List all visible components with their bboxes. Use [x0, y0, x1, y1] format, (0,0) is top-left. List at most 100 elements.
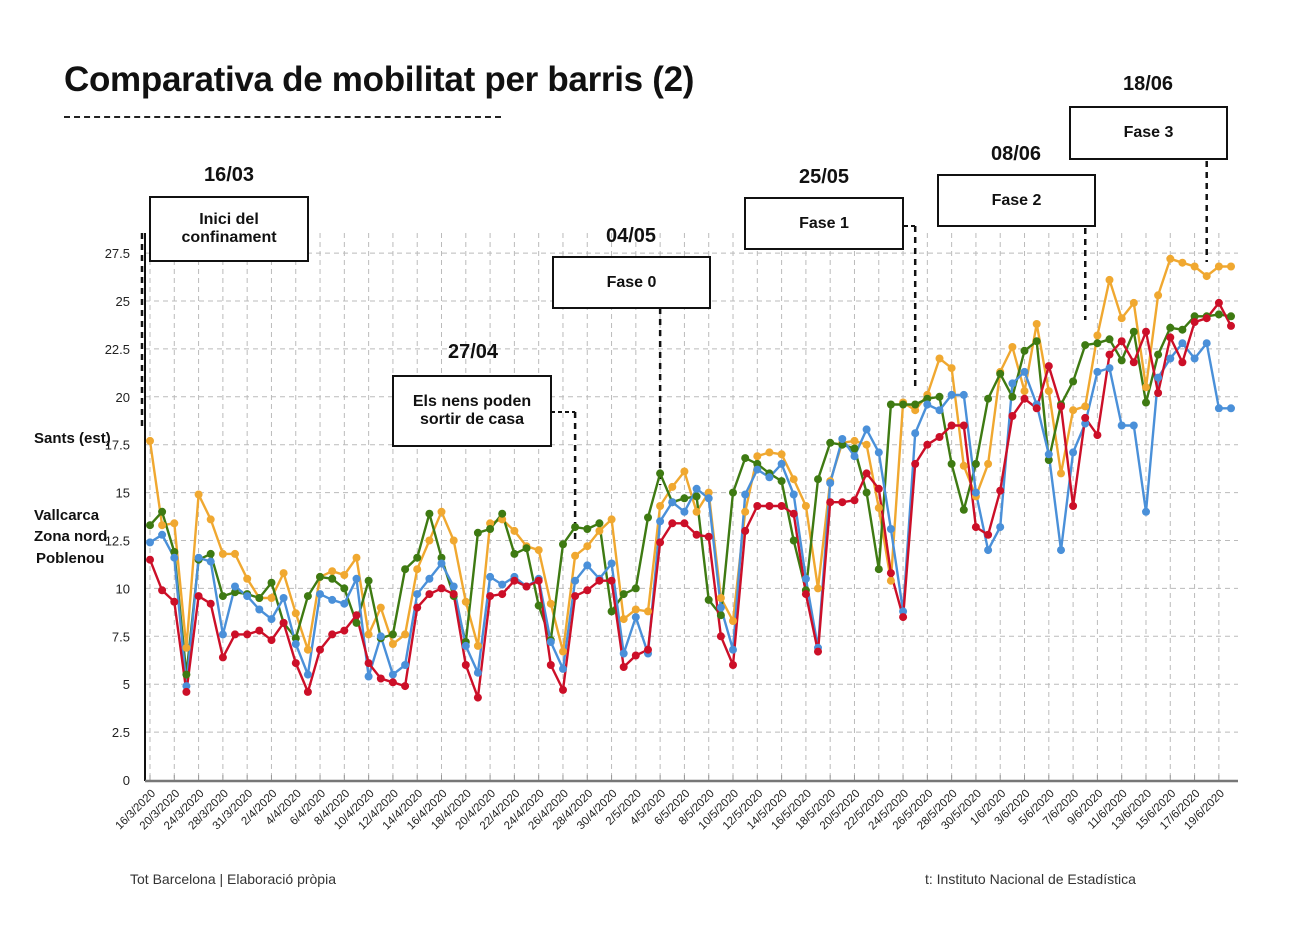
data-point — [874, 484, 883, 493]
data-point — [546, 638, 555, 646]
data-point — [826, 498, 835, 507]
data-point — [1093, 339, 1102, 348]
data-point — [801, 590, 810, 599]
data-point — [486, 519, 495, 528]
data-point — [583, 586, 592, 595]
data-point — [1214, 404, 1223, 413]
data-point — [692, 530, 701, 539]
y-tick-label: 10 — [116, 581, 130, 596]
data-point — [243, 574, 252, 583]
data-point — [801, 574, 810, 583]
data-point — [170, 519, 179, 528]
data-point — [753, 502, 762, 510]
data-point — [461, 661, 470, 669]
data-point — [777, 502, 786, 510]
data-point — [1214, 298, 1223, 307]
data-point — [425, 590, 434, 599]
data-point — [741, 526, 750, 535]
data-point — [935, 392, 944, 401]
data-point — [911, 429, 920, 438]
data-point — [437, 559, 446, 568]
data-point — [741, 454, 750, 463]
data-point — [777, 459, 786, 468]
source-text: t: Instituto Nacional de Estadística — [925, 871, 1136, 887]
data-point — [777, 477, 786, 486]
data-point — [182, 687, 191, 696]
data-point — [716, 632, 725, 641]
data-point — [1105, 335, 1114, 344]
data-point — [996, 523, 1005, 532]
data-point — [146, 521, 154, 530]
data-point — [862, 440, 871, 449]
data-point — [376, 603, 385, 612]
data-point — [1044, 450, 1053, 459]
data-point — [971, 459, 980, 468]
data-point — [449, 590, 458, 599]
data-point — [607, 607, 616, 616]
data-point — [401, 661, 410, 669]
data-point — [218, 630, 227, 639]
data-point — [1178, 339, 1187, 348]
data-point — [388, 630, 397, 639]
data-point — [1202, 314, 1211, 323]
data-point — [510, 526, 519, 535]
data-point — [352, 574, 361, 583]
data-point — [267, 615, 276, 624]
data-point — [1190, 354, 1199, 363]
data-point — [546, 661, 555, 669]
data-point — [158, 507, 167, 516]
data-point — [1166, 323, 1175, 332]
data-point — [814, 475, 822, 484]
data-point — [789, 490, 798, 499]
data-point — [231, 588, 239, 597]
data-point — [1227, 262, 1235, 271]
data-point — [486, 525, 495, 533]
data-point — [1129, 327, 1138, 336]
data-point — [729, 661, 737, 669]
data-point — [1105, 350, 1114, 359]
data-point — [899, 400, 908, 409]
data-point — [461, 641, 470, 650]
data-point — [1129, 421, 1138, 430]
data-point — [559, 647, 567, 656]
data-point — [692, 507, 701, 516]
data-point — [947, 364, 956, 373]
data-point — [473, 668, 482, 677]
data-point — [1081, 402, 1090, 411]
data-point — [425, 574, 434, 583]
data-point — [401, 630, 410, 639]
legend-label: Vallcarca — [34, 507, 100, 524]
data-point — [194, 553, 203, 562]
data-point — [1129, 298, 1138, 307]
data-point — [206, 549, 215, 558]
data-point — [449, 582, 458, 591]
data-point — [583, 525, 592, 533]
data-point — [1044, 362, 1053, 371]
data-point — [1057, 469, 1065, 478]
annotation-date: 27/04 — [447, 341, 499, 363]
data-point — [316, 645, 324, 654]
data-point — [1008, 392, 1017, 401]
data-point — [267, 636, 276, 645]
data-point — [935, 354, 944, 363]
chart-axes — [144, 233, 1238, 783]
data-point — [644, 607, 652, 616]
data-point — [340, 599, 349, 608]
data-point — [753, 452, 762, 461]
data-point — [498, 590, 507, 599]
y-tick-label: 12.5 — [105, 534, 130, 549]
data-point — [692, 484, 701, 493]
data-point — [255, 594, 264, 602]
data-point — [146, 555, 154, 564]
data-point — [935, 406, 944, 415]
data-point — [583, 561, 592, 570]
data-point — [473, 641, 482, 650]
annotation-date: 25/05 — [798, 166, 850, 188]
data-point — [656, 517, 665, 526]
data-point — [388, 678, 397, 687]
data-point — [729, 617, 737, 625]
data-point — [765, 502, 774, 510]
y-tick-label: 22.5 — [105, 342, 130, 357]
data-point — [291, 609, 300, 618]
